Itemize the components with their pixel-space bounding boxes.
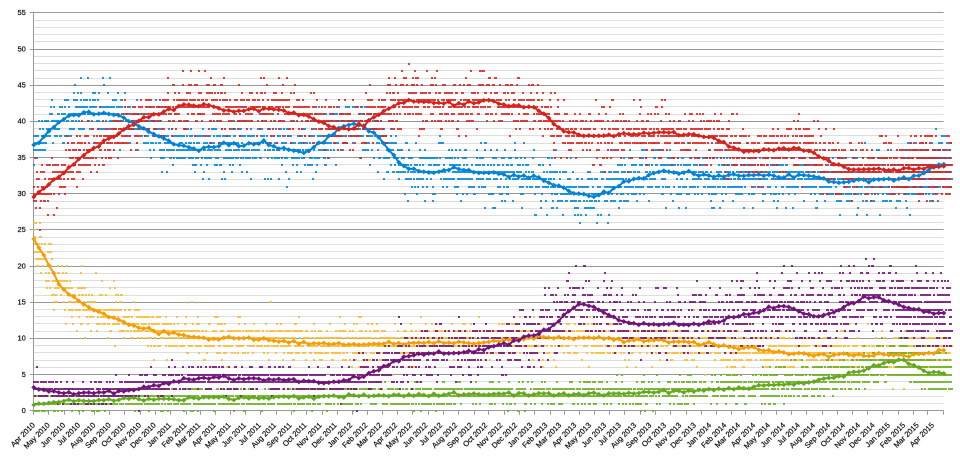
svg-text:50: 50	[17, 44, 25, 53]
svg-text:30: 30	[17, 189, 25, 198]
svg-text:10: 10	[17, 334, 25, 343]
svg-text:40: 40	[17, 117, 25, 126]
svg-text:35: 35	[17, 153, 25, 162]
svg-text:20: 20	[17, 261, 25, 270]
svg-text:0: 0	[22, 406, 26, 415]
svg-text:55: 55	[17, 8, 25, 17]
svg-text:5: 5	[22, 370, 26, 379]
svg-text:25: 25	[17, 225, 25, 234]
svg-text:45: 45	[17, 81, 25, 90]
svg-text:15: 15	[17, 298, 25, 307]
